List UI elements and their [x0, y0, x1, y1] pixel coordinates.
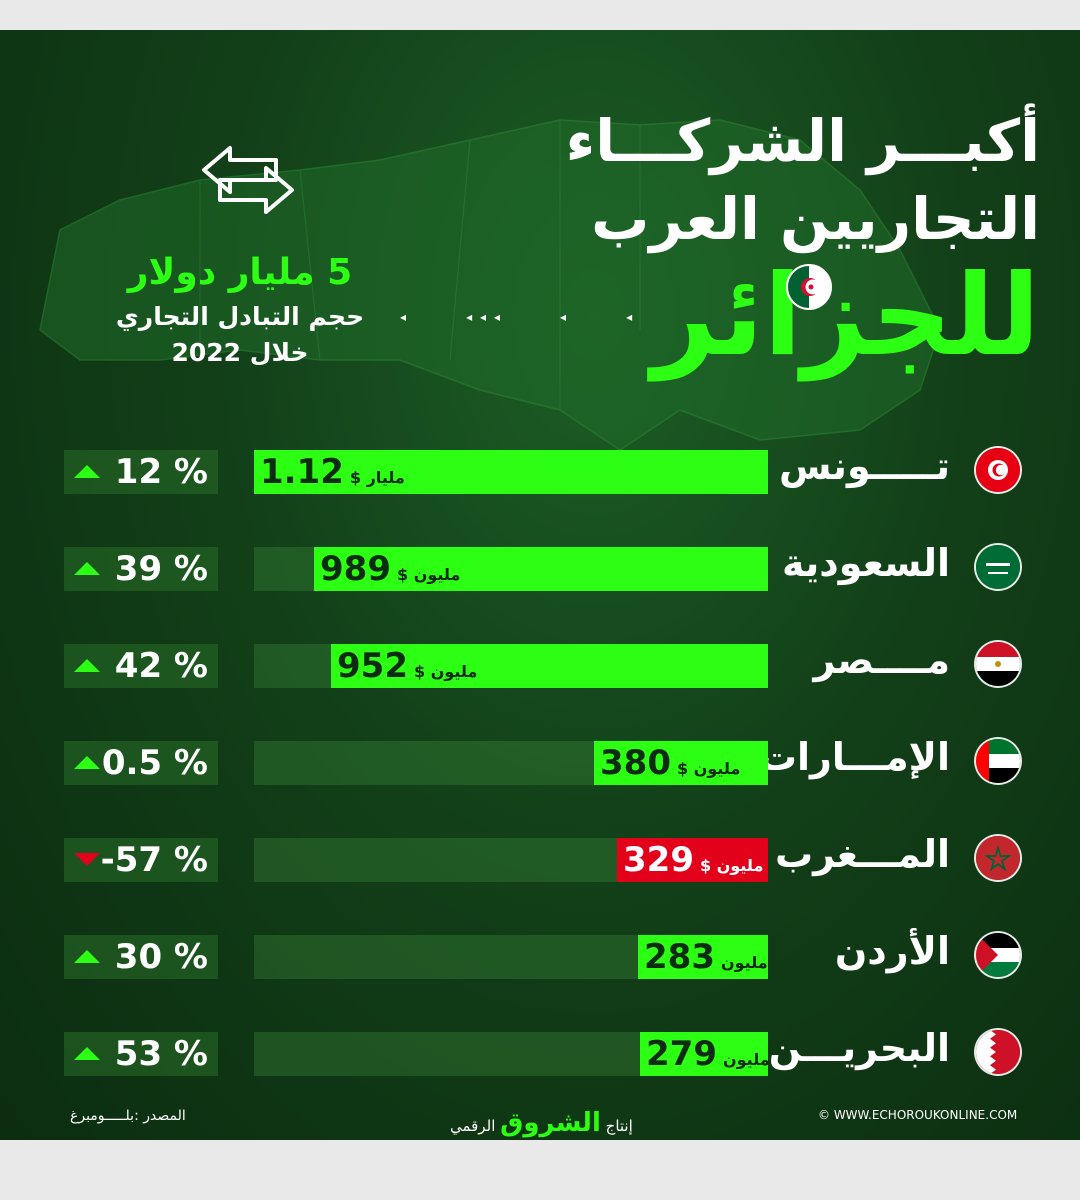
bar-unit: مليون	[720, 953, 768, 972]
bahrain-flag-icon	[976, 1030, 1020, 1074]
change-percent: 0.5 %	[101, 743, 208, 783]
source-note: المصدر :بلـــــومبرغ	[70, 1108, 186, 1124]
country-label: الأردن	[834, 929, 950, 973]
chart-row: تـــــونس مليار $ 1.12 12 %	[0, 444, 1080, 496]
trade-bar: مليون $ 380	[594, 741, 768, 785]
chart-row: المـــغرب مليون $ 329 -57 %	[0, 832, 1080, 884]
bar-track: مليون $ 952	[254, 644, 768, 688]
bar-unit: مليون $	[699, 856, 764, 875]
bar-value: 952	[337, 646, 408, 686]
bar-value: 1.12	[260, 452, 344, 492]
trade-bar: مليون $ 952	[331, 644, 768, 688]
change-badge: 42 %	[64, 644, 218, 688]
bar-track: مليار $ 1.12	[254, 450, 768, 494]
change-badge: 30 %	[64, 935, 218, 979]
country-label: البحريـــن	[768, 1026, 950, 1070]
country-label: الإمـــارات	[758, 735, 950, 779]
total-trade-year: خلال 2022	[171, 338, 309, 367]
production-prefix: إنتاج	[605, 1117, 633, 1135]
torn-paper-bottom	[0, 1140, 1080, 1200]
uae-flag-icon	[976, 739, 1020, 783]
up-arrow-icon	[74, 756, 100, 769]
total-trade-label: حجم التبادل التجاري	[115, 302, 365, 331]
change-percent: 30 %	[114, 937, 208, 977]
website-link[interactable]: © WWW.ECHOROUKONLINE.COM	[818, 1108, 1018, 1122]
bar-value: 380	[600, 743, 671, 783]
up-arrow-icon	[74, 950, 100, 963]
change-percent: 53 %	[114, 1034, 208, 1074]
morocco-flag-icon	[976, 836, 1020, 880]
up-arrow-icon	[74, 562, 100, 575]
bar-value: 283	[644, 937, 715, 977]
trade-bar: مليون $ 989	[314, 547, 768, 591]
change-badge: -57 %	[64, 838, 218, 882]
bar-label: مليون $ 989	[320, 549, 460, 589]
change-badge: 53 %	[64, 1032, 218, 1076]
title-line-3: للجزائر	[651, 251, 1040, 381]
bar-label: مليون $ 329	[623, 840, 763, 880]
bar-track: مليون 283	[254, 935, 768, 979]
bar-label: مليون 279	[646, 1034, 770, 1074]
trade-bar: مليون $ 329	[617, 838, 768, 882]
exchange-arrows-icon	[202, 146, 294, 214]
country-label: مــــصر	[813, 638, 950, 682]
bar-unit: مليون $	[396, 565, 461, 584]
echorouk-logo-text: الشروق	[500, 1108, 601, 1138]
chart-row: البحريـــن مليون 279 53 %	[0, 1026, 1080, 1078]
country-label: المـــغرب	[774, 832, 950, 876]
bar-label: مليون 283	[644, 937, 768, 977]
chart-row: مــــصر مليون $ 952 42 %	[0, 638, 1080, 690]
bar-label: مليار $ 1.12	[260, 452, 405, 492]
bar-unit: مليون $	[413, 662, 478, 681]
country-label: تـــــونس	[778, 444, 950, 488]
change-percent: 12 %	[114, 452, 208, 492]
change-percent: 42 %	[114, 646, 208, 686]
trade-bar: مليار $ 1.12	[254, 450, 768, 494]
up-arrow-icon	[74, 465, 100, 478]
bar-unit: مليون $	[676, 759, 741, 778]
chart-row: الأردن مليون 283 30 %	[0, 929, 1080, 981]
change-badge: 0.5 %	[64, 741, 218, 785]
infographic-panel: أكبـــر الشركـــاء التجاريين العرب للجزا…	[0, 30, 1080, 1170]
bar-value: 279	[646, 1034, 717, 1074]
total-trade-value: 5 مليار دولار	[127, 252, 353, 293]
production-suffix: الرقمي	[450, 1117, 496, 1135]
down-arrow-icon	[74, 853, 100, 866]
production-credit: إنتاج الشروق الرقمي	[450, 1108, 633, 1138]
up-arrow-icon	[74, 659, 100, 672]
trade-bar: مليون 283	[638, 935, 768, 979]
bar-label: مليون $ 952	[337, 646, 477, 686]
trade-bar: مليون 279	[640, 1032, 770, 1076]
change-badge: 39 %	[64, 547, 218, 591]
algeria-flag-icon	[786, 264, 832, 310]
change-badge: 12 %	[64, 450, 218, 494]
country-label: السعودية	[781, 541, 950, 585]
bar-value: 329	[623, 840, 694, 880]
map-route-dots: ◂ ◂ ◂ ◂ ◂ ◂	[400, 310, 635, 324]
bar-label: مليون $ 380	[600, 743, 740, 783]
bar-unit: مليون	[722, 1050, 770, 1069]
title-line-1: أكبـــر الشركـــاء	[565, 107, 1040, 175]
up-arrow-icon	[74, 1047, 100, 1060]
egypt-flag-icon	[976, 642, 1020, 686]
bar-track: مليون $ 380	[254, 741, 768, 785]
title-line-2: التجاريين العرب	[591, 185, 1040, 253]
chart-row: السعودية مليون $ 989 39 %	[0, 541, 1080, 593]
jordan-flag-icon	[976, 933, 1020, 977]
change-percent: 39 %	[114, 549, 208, 589]
bar-value: 989	[320, 549, 391, 589]
bar-track: مليون 279	[254, 1032, 770, 1076]
bar-track: مليون $ 989	[254, 547, 768, 591]
bar-track: مليون $ 329	[254, 838, 768, 882]
bar-unit: مليار $	[349, 468, 405, 487]
change-percent: -57 %	[100, 840, 208, 880]
chart-row: الإمـــارات مليون $ 380 0.5 %	[0, 735, 1080, 787]
tunisia-flag-icon	[976, 448, 1020, 492]
saudi-flag-icon	[976, 545, 1020, 589]
